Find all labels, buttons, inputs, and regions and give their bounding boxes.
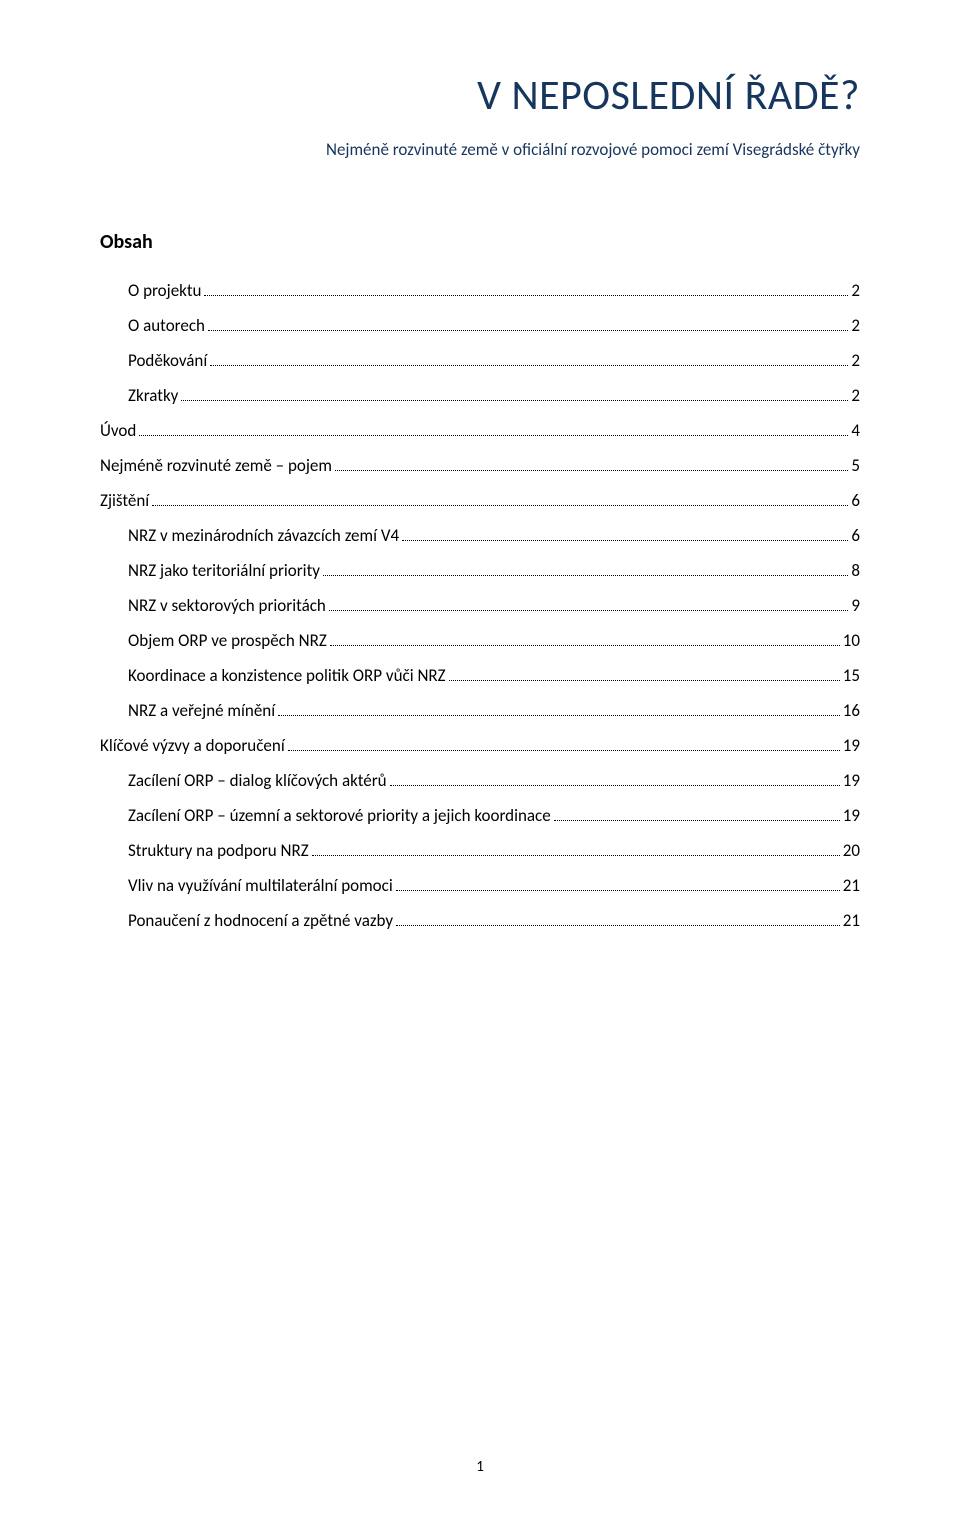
- toc-leader-dots: [312, 844, 840, 856]
- toc-leader-dots: [181, 389, 848, 401]
- toc-entry[interactable]: Ponaučení z hodnocení a zpětné vazby 21: [100, 912, 860, 929]
- toc-entry-label: Poděkování: [128, 352, 207, 369]
- toc-entry-page: 10: [843, 632, 860, 649]
- toc-entry-page: 5: [851, 457, 860, 474]
- toc-entry[interactable]: NRZ v sektorových prioritách 9: [100, 597, 860, 614]
- toc-entry-label: O autorech: [128, 317, 205, 334]
- toc-entry[interactable]: Zjištění 6: [100, 492, 860, 509]
- toc-leader-dots: [390, 774, 840, 786]
- toc-leader-dots: [288, 739, 840, 751]
- toc-entry[interactable]: Koordinace a konzistence politik ORP vůč…: [100, 667, 860, 684]
- toc-entry-label: Nejméně rozvinuté země – pojem: [100, 457, 332, 474]
- toc-entry-label: Vliv na využívání multilaterální pomoci: [128, 877, 393, 894]
- toc-entry-label: Objem ORP ve prospěch NRZ: [128, 632, 327, 649]
- toc-entry[interactable]: O autorech 2: [100, 317, 860, 334]
- toc-entry-label: Zacílení ORP – dialog klíčových aktérů: [128, 772, 387, 789]
- toc-entry[interactable]: Struktury na podporu NRZ 20: [100, 842, 860, 859]
- toc-entry[interactable]: Nejméně rozvinuté země – pojem 5: [100, 457, 860, 474]
- toc-entry-page: 21: [843, 912, 860, 929]
- toc-leader-dots: [396, 914, 840, 926]
- toc-entry[interactable]: Objem ORP ve prospěch NRZ 10: [100, 632, 860, 649]
- toc-entry-page: 19: [843, 772, 860, 789]
- toc-entry[interactable]: O projektu 2: [100, 282, 860, 299]
- toc-leader-dots: [396, 879, 840, 891]
- page-number: 1: [0, 1458, 960, 1476]
- toc-entry-label: Zacílení ORP – územní a sektorové priori…: [128, 807, 551, 824]
- document-page: V NEPOSLEDNÍ ŘADĚ? Nejméně rozvinuté zem…: [0, 0, 960, 1520]
- toc-entry-page: 6: [851, 492, 860, 509]
- toc-entry[interactable]: Zkratky 2: [100, 387, 860, 404]
- toc-leader-dots: [323, 564, 848, 576]
- toc-entry-page: 2: [851, 282, 860, 299]
- toc-leader-dots: [554, 809, 840, 821]
- toc-heading: Obsah: [100, 230, 860, 254]
- toc-leader-dots: [330, 634, 840, 646]
- toc-entry-label: Struktury na podporu NRZ: [128, 842, 309, 859]
- toc-entry[interactable]: Vliv na využívání multilaterální pomoci 2…: [100, 877, 860, 894]
- toc-entry-page: 21: [843, 877, 860, 894]
- toc-entry-label: NRZ jako teritoriální priority: [128, 562, 320, 579]
- toc-entry[interactable]: Poděkování 2: [100, 352, 860, 369]
- toc-entry-page: 6: [851, 527, 860, 544]
- document-subtitle: Nejméně rozvinuté země v oficiální rozvo…: [100, 139, 860, 160]
- toc-entry[interactable]: Klíčové výzvy a doporučení 19: [100, 737, 860, 754]
- toc-entry-label: O projektu: [128, 282, 201, 299]
- toc-entry-page: 19: [843, 737, 860, 754]
- toc-entry[interactable]: NRZ jako teritoriální priority 8: [100, 562, 860, 579]
- toc-entry-page: 15: [843, 667, 860, 684]
- toc-entry-page: 2: [851, 317, 860, 334]
- toc-leader-dots: [449, 669, 840, 681]
- toc-entry-label: Zjištění: [100, 492, 149, 509]
- toc-entry-page: 8: [851, 562, 860, 579]
- toc-entry[interactable]: Zacílení ORP – dialog klíčových aktérů 19: [100, 772, 860, 789]
- toc-entry-page: 2: [851, 387, 860, 404]
- toc-leader-dots: [278, 704, 840, 716]
- toc-entry-label: Zkratky: [128, 387, 178, 404]
- toc-entry-label: NRZ v mezinárodních závazcích zemí V4: [128, 527, 399, 544]
- toc-entry-label: Koordinace a konzistence politik ORP vůč…: [128, 667, 446, 684]
- toc-entry[interactable]: NRZ a veřejné mínění 16: [100, 702, 860, 719]
- toc-entry[interactable]: NRZ v mezinárodních závazcích zemí V4 6: [100, 527, 860, 544]
- toc-entry[interactable]: Úvod 4: [100, 422, 860, 439]
- table-of-contents: O projektu2O autorech2Poděkování2Zkratky…: [100, 282, 860, 929]
- toc-entry-page: 16: [843, 702, 860, 719]
- toc-entry-page: 9: [851, 597, 860, 614]
- toc-entry-label: NRZ a veřejné mínění: [128, 702, 275, 719]
- document-title: V NEPOSLEDNÍ ŘADĚ?: [100, 70, 860, 121]
- toc-leader-dots: [329, 599, 849, 611]
- toc-entry-label: Ponaučení z hodnocení a zpětné vazby: [128, 912, 393, 929]
- toc-entry-page: 2: [851, 352, 860, 369]
- toc-leader-dots: [139, 424, 848, 436]
- toc-entry-label: Úvod: [100, 422, 136, 439]
- toc-leader-dots: [210, 354, 848, 366]
- toc-entry-label: NRZ v sektorových prioritách: [128, 597, 326, 614]
- toc-leader-dots: [208, 319, 848, 331]
- toc-entry-page: 19: [843, 807, 860, 824]
- toc-entry-label: Klíčové výzvy a doporučení: [100, 737, 285, 754]
- toc-leader-dots: [204, 284, 848, 296]
- toc-entry-page: 4: [851, 422, 860, 439]
- toc-entry[interactable]: Zacílení ORP – územní a sektorové priori…: [100, 807, 860, 824]
- toc-leader-dots: [335, 459, 848, 471]
- toc-entry-page: 20: [843, 842, 860, 859]
- toc-leader-dots: [402, 529, 848, 541]
- toc-leader-dots: [152, 494, 848, 506]
